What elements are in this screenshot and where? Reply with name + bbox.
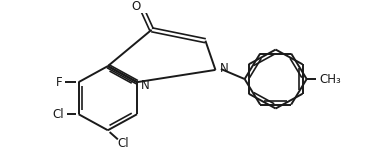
Text: N: N (220, 62, 229, 75)
Text: CH₃: CH₃ (319, 72, 341, 86)
Text: F: F (56, 76, 63, 89)
Text: N: N (141, 79, 149, 92)
Text: O: O (132, 0, 141, 12)
Text: Cl: Cl (53, 108, 64, 121)
Text: Cl: Cl (118, 136, 129, 150)
